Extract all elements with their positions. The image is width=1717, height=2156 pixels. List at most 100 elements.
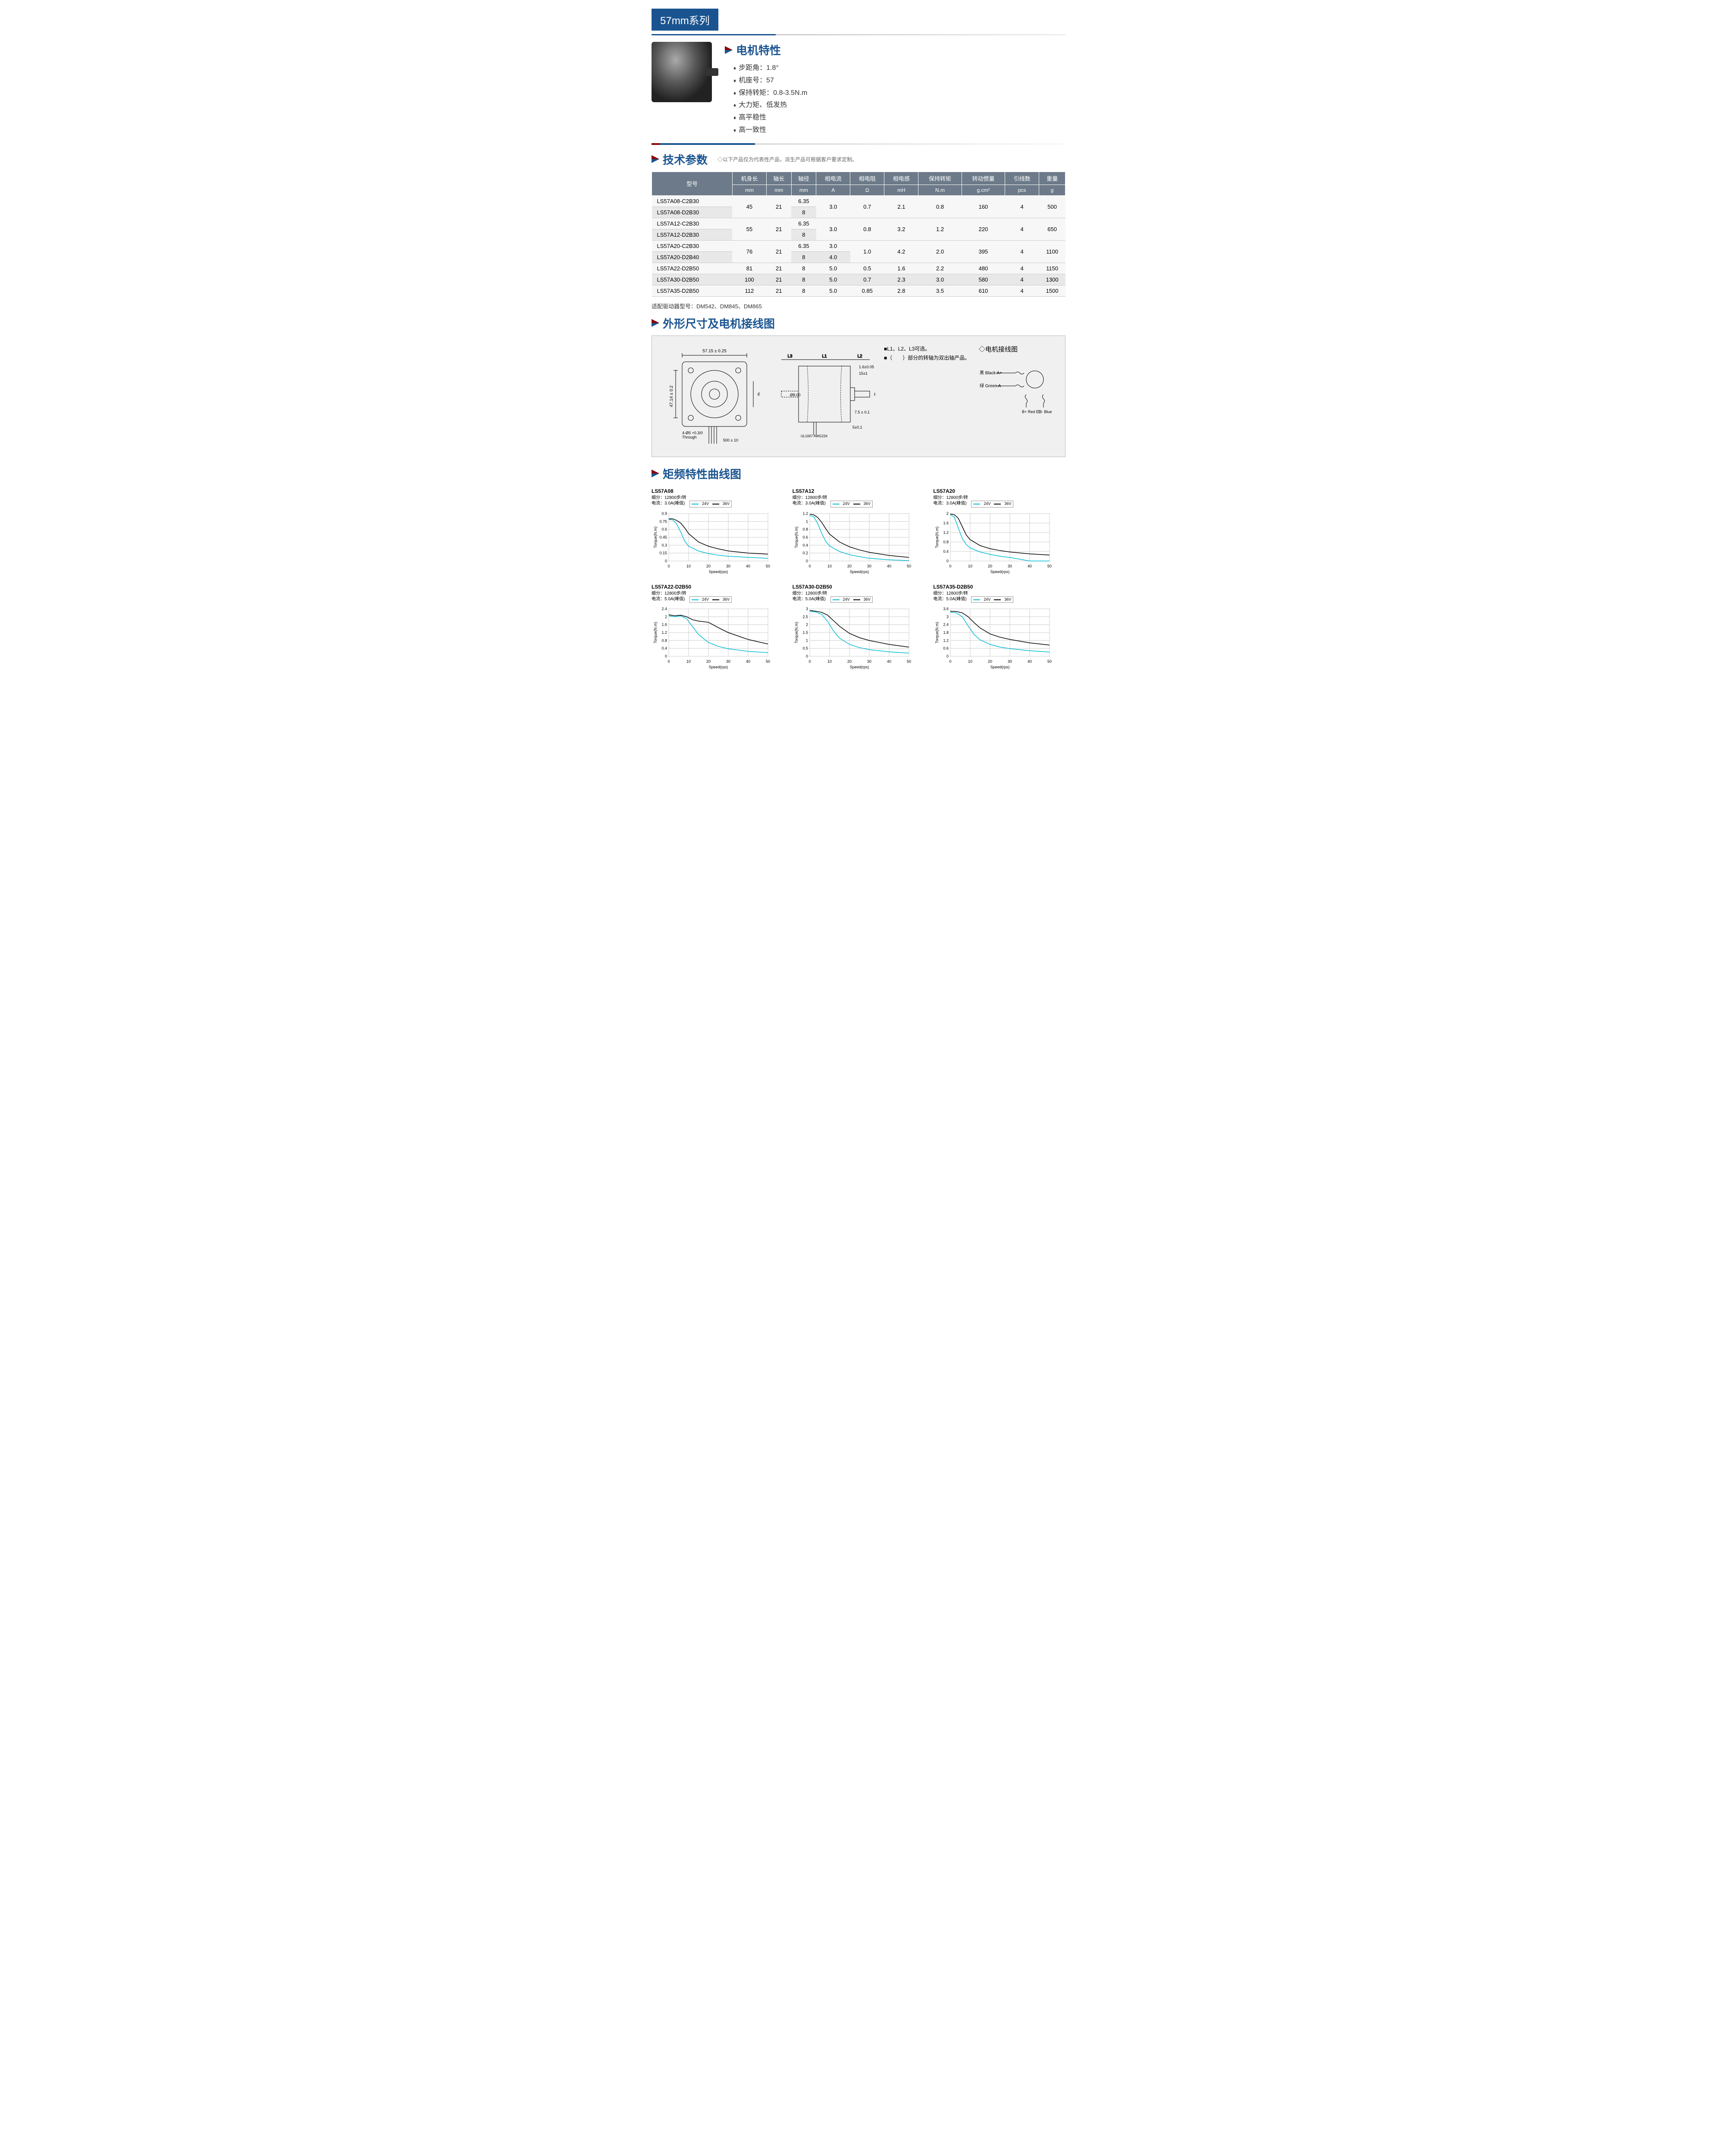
svg-text:0.9: 0.9 <box>661 511 667 516</box>
svg-text:0: 0 <box>808 659 811 664</box>
svg-text:40: 40 <box>1028 564 1032 568</box>
svg-text:Speed(rps): Speed(rps) <box>990 665 1010 669</box>
svg-text:40: 40 <box>887 564 891 568</box>
dim-title-text: 外形尺寸及电机接线图 <box>663 315 775 331</box>
triangle-icon <box>652 319 659 327</box>
svg-text:10: 10 <box>686 659 691 664</box>
svg-text:Speed(rps): Speed(rps) <box>849 665 869 669</box>
chart-box: LS57A22-D2B50 细分：12800步/转电流：5.0A(峰值) 24V… <box>652 584 784 671</box>
svg-text:Torque(N.m): Torque(N.m) <box>935 622 939 643</box>
svg-text:L2: L2 <box>858 354 863 359</box>
svg-text:0.8: 0.8 <box>661 639 667 643</box>
torque-chart: 0102030405000.20.40.60.811.2 Speed(rps) … <box>793 509 913 574</box>
col-header: 轴径 <box>791 172 816 185</box>
svg-text:0.45: 0.45 <box>659 535 667 539</box>
char-title-text: 电机特性 <box>736 42 781 58</box>
svg-text:2.5: 2.5 <box>802 615 808 619</box>
svg-text:1.2: 1.2 <box>661 630 667 635</box>
svg-text:1.6: 1.6 <box>661 623 667 627</box>
torque-chart: 0102030405000.511.522.53 Speed(rps) Torq… <box>793 605 913 669</box>
svg-text:20: 20 <box>988 564 992 568</box>
torque-chart: 0102030405000.40.81.21.622.4 Speed(rps) … <box>652 605 772 669</box>
svg-text:B- Blue 蓝: B- Blue 蓝 <box>1039 409 1052 414</box>
svg-text:15±1: 15±1 <box>859 371 868 376</box>
col-unit: g <box>1039 185 1065 195</box>
svg-text:4-Ø5 +0.3/0: 4-Ø5 +0.3/0 <box>682 431 703 435</box>
svg-text:10: 10 <box>827 564 832 568</box>
svg-text:20: 20 <box>847 564 852 568</box>
svg-text:3: 3 <box>946 615 949 619</box>
series-badge: 57mm系列 <box>652 9 718 31</box>
svg-text:0.15: 0.15 <box>659 551 667 555</box>
svg-text:0.4: 0.4 <box>802 543 808 547</box>
svg-text:Torque(N.m): Torque(N.m) <box>794 526 799 548</box>
char-item: 步距角：1.8° <box>733 62 1065 75</box>
char-item: 高一致性 <box>733 124 1065 137</box>
svg-text:Ø38.1: Ø38.1 <box>758 392 760 396</box>
col-header: 相电流 <box>816 172 850 185</box>
svg-text:7.5 ± 0.1: 7.5 ± 0.1 <box>855 410 870 414</box>
svg-text:0: 0 <box>946 559 949 563</box>
col-unit: A <box>816 185 850 195</box>
svg-text:10: 10 <box>827 659 832 664</box>
svg-text:2: 2 <box>665 615 667 619</box>
svg-text:0: 0 <box>806 654 808 658</box>
driver-note: 适配驱动器型号：DM542、DM845、DM865 <box>652 302 1065 310</box>
col-unit: pcs <box>1005 185 1039 195</box>
svg-text:B+ Red 红: B+ Red 红 <box>1022 409 1040 414</box>
svg-text:50: 50 <box>907 659 911 664</box>
svg-text:0.2: 0.2 <box>802 551 808 555</box>
wiring-diagram: ◇电机接线图 黑 Black A+ 绿 Green A- B+ Red 红 B-… <box>979 345 1056 420</box>
dim-note: ■L1、L2、L3可选。 <box>884 345 970 354</box>
svg-text:50: 50 <box>1047 564 1052 568</box>
svg-text:30: 30 <box>1008 564 1012 568</box>
svg-text:1.2: 1.2 <box>802 511 808 516</box>
svg-text:30: 30 <box>726 659 730 664</box>
svg-text:1: 1 <box>806 519 808 523</box>
svg-text:2.4: 2.4 <box>661 607 667 611</box>
triangle-icon <box>652 470 659 477</box>
svg-text:Torque(N.m): Torque(N.m) <box>653 622 658 643</box>
svg-text:0: 0 <box>949 659 952 664</box>
chart-title: LS57A35-D2B50 <box>933 584 1065 590</box>
svg-text:20: 20 <box>847 659 852 664</box>
svg-text:Ø8.00: Ø8.00 <box>790 393 801 397</box>
characteristics-title: 电机特性 <box>725 42 1065 58</box>
svg-text:Ø8: Ø8 <box>874 392 875 396</box>
svg-text:5±0.1: 5±0.1 <box>852 425 862 429</box>
table-row: LS57A35-D2B501122185.00.852.83.561041500 <box>652 285 1065 296</box>
specs-note: ◇以下产品仅为代表性产品，派生产品可根据客户要求定制。 <box>718 156 857 163</box>
col-unit: mH <box>884 185 918 195</box>
chart-subtitle: 细分：12800步/转电流：3.0A(峰值) 24V 36V <box>652 495 784 508</box>
svg-text:Speed(rps): Speed(rps) <box>849 570 869 574</box>
svg-text:UL1007 AWG22#: UL1007 AWG22# <box>801 434 828 438</box>
charts-grid: LS57A08 细分：12800步/转电流：3.0A(峰值) 24V 36V 0… <box>652 488 1065 671</box>
chart-subtitle: 细分：12800步/转电流：5.0A(峰值) 24V 36V <box>793 591 925 603</box>
chart-title: LS57A20 <box>933 488 1065 494</box>
svg-text:30: 30 <box>1008 659 1012 664</box>
chart-box: LS57A08 细分：12800步/转电流：3.0A(峰值) 24V 36V 0… <box>652 488 784 575</box>
col-header: 型号 <box>652 172 733 195</box>
wiring-title: ◇电机接线图 <box>979 345 1056 354</box>
svg-text:0.75: 0.75 <box>659 519 667 523</box>
svg-text:40: 40 <box>746 659 750 664</box>
torque-chart: 0102030405000.40.81.21.62 Speed(rps) Tor… <box>933 509 1054 574</box>
svg-text:1.8: 1.8 <box>943 630 949 635</box>
svg-text:1.6±0.05: 1.6±0.05 <box>859 365 874 369</box>
table-row: LS57A30-D2B501002185.00.72.33.058041300 <box>652 274 1065 285</box>
col-header: 保持转矩 <box>918 172 962 185</box>
svg-text:2.4: 2.4 <box>943 623 949 627</box>
svg-text:Torque(N.m): Torque(N.m) <box>794 622 799 643</box>
col-unit: Ω <box>850 185 884 195</box>
chart-subtitle: 细分：12800步/转电流：3.0A(峰值) 24V 36V <box>933 495 1065 508</box>
svg-text:30: 30 <box>867 564 871 568</box>
chart-title: LS57A30-D2B50 <box>793 584 925 590</box>
torque-chart: 0102030405000.150.30.450.60.750.9 Speed(… <box>652 509 772 574</box>
svg-text:2: 2 <box>946 511 949 516</box>
svg-text:0.4: 0.4 <box>661 646 667 651</box>
col-header: 相电感 <box>884 172 918 185</box>
specs-table: 型号机身长轴长轴径相电流相电阻相电感保持转矩转动惯量引线数重量mmmmmmAΩm… <box>652 172 1065 297</box>
svg-text:0: 0 <box>806 559 808 563</box>
col-unit: g.cm² <box>962 185 1005 195</box>
svg-text:黑 Black A+: 黑 Black A+ <box>980 370 1002 376</box>
